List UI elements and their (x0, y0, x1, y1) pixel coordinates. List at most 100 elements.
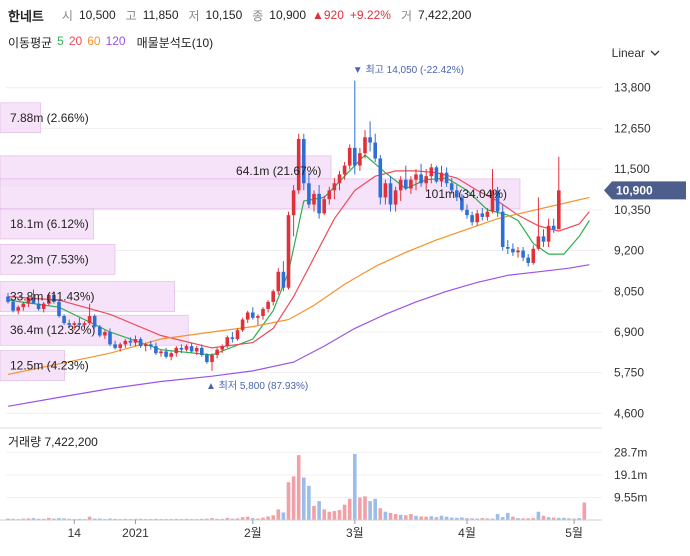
volume-bar (582, 502, 587, 520)
volume-bar (546, 517, 551, 520)
candle-body (72, 323, 77, 325)
volume-bar (322, 509, 326, 520)
candle-body (271, 291, 275, 302)
volume-bar (363, 496, 367, 520)
change-value: ▲920 (312, 8, 344, 22)
candle-body (98, 326, 102, 336)
candle-body (398, 179, 403, 191)
x-tick-label: 5월 (565, 526, 583, 540)
volume-bar (296, 455, 301, 520)
volume-bar (500, 517, 505, 520)
volume-bar (62, 518, 66, 520)
candle-body (541, 236, 546, 242)
candle-body (363, 137, 367, 154)
volume-bar (567, 518, 571, 520)
volume-bar (490, 518, 495, 520)
candle-body (174, 347, 179, 354)
volume-bar (551, 517, 556, 520)
volume-bar (342, 504, 347, 520)
volume-profile-bar (0, 350, 65, 381)
change-percent: +9.22% (349, 8, 391, 22)
volume-bar (475, 518, 479, 520)
volume-bar (337, 510, 342, 520)
volume-bar (245, 516, 250, 520)
candle-body (342, 165, 347, 175)
ma-line-120 (7, 264, 590, 407)
volume-bar (449, 517, 454, 520)
moving-average-legend[interactable]: 이동평균 5 20 60 120 매물분석도(10) (8, 34, 213, 51)
candle-body (225, 337, 230, 347)
volume-bar (317, 501, 321, 520)
candle-body (82, 323, 87, 325)
volume-bar (77, 518, 82, 520)
volume-bar (230, 518, 235, 520)
candle-body (291, 190, 296, 216)
candle-body (52, 294, 56, 302)
candle-body (164, 351, 168, 357)
candle-body (143, 344, 148, 347)
y-tick-label: 5,750 (614, 366, 644, 380)
volume-bar (108, 518, 112, 520)
candle-body (449, 183, 454, 191)
candle-body (16, 307, 20, 311)
volume-bar (251, 518, 255, 520)
candle-body (235, 330, 240, 340)
candle-body (332, 183, 337, 191)
candle-body (347, 147, 352, 166)
y-tick-label: 11,500 (614, 162, 650, 176)
volume-bar (87, 516, 92, 520)
x-tick-label: 3월 (346, 526, 364, 540)
volume-bar (409, 514, 413, 520)
volume-bar (312, 505, 316, 520)
candle-body (500, 211, 505, 247)
candle-body (414, 174, 418, 180)
volume-bar (98, 518, 102, 520)
candle-body (276, 271, 281, 292)
candle-body (455, 190, 459, 198)
volume-bar (373, 498, 377, 520)
candle-body (194, 347, 199, 352)
volume-bar (358, 497, 362, 520)
candle-body (439, 172, 444, 182)
volume-bar (424, 516, 428, 520)
volume-bar (291, 476, 296, 520)
y-tick-label: 6,900 (614, 325, 644, 339)
candle-body (516, 250, 520, 253)
candle-body (123, 340, 128, 345)
volume-bar (215, 518, 219, 520)
volume-bar (174, 518, 179, 520)
volume-bar (41, 518, 46, 520)
volume-bar (11, 518, 15, 520)
candle-body (251, 312, 255, 318)
candle-body (266, 301, 270, 309)
candle-body (47, 294, 51, 304)
candle-body (215, 349, 219, 355)
x-tick-label: 14 (68, 526, 82, 540)
volume-bar (302, 477, 306, 520)
candle-body (159, 351, 163, 354)
x-tick-label: 2021 (122, 526, 149, 540)
candle-body (103, 331, 107, 336)
candle-body (557, 190, 561, 230)
volume-bar (470, 518, 474, 520)
candle-body (256, 316, 260, 318)
volume-bar (332, 511, 337, 520)
scale-dropdown[interactable]: Linear (612, 46, 660, 60)
volume-bar (572, 518, 576, 520)
candle-body (230, 337, 235, 340)
candle-body (179, 347, 184, 350)
candle-body (62, 316, 66, 324)
volume-bar (516, 518, 520, 520)
candle-body (551, 225, 556, 230)
candle-body (41, 303, 46, 309)
candle-body (307, 183, 311, 205)
candle-body (200, 347, 204, 355)
volume-profile-label: 64.1m (21.67%) (236, 164, 321, 178)
volume-profile-bar (0, 244, 116, 275)
candle-body (184, 346, 189, 350)
volume-bar (388, 512, 393, 520)
volume-bar (21, 518, 26, 520)
last-price-badge (604, 181, 686, 200)
candle-body (480, 213, 485, 217)
